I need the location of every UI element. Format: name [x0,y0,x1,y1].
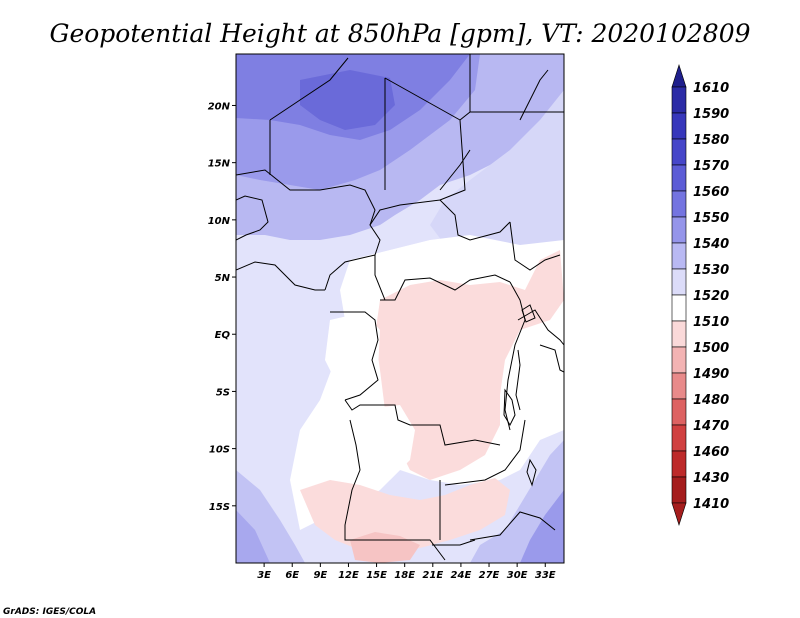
colorbar-level-label: 1560 [693,185,729,200]
contour-1520-east [430,90,564,270]
colorbar-segment [671,216,687,244]
contour-1570-patch [300,70,395,130]
colorbar-segment [671,268,687,296]
x-tick-label: 27E [479,570,500,581]
map-panel: 3E 6E 9E 12E 15E 18E 21E 24E 27E 30E 33E 20N 15N 10N… [208,53,565,581]
colorbar-segment [671,320,687,348]
x-axis: 3E 6E 9E 12E 15E 18E 21E 24E 27E 30E 33E [257,563,556,581]
colorbar-segment [671,86,687,114]
colorbar-segment [671,398,687,426]
colorbar-segment [671,476,687,504]
height-field [236,54,564,563]
colorbar-segment [671,372,687,400]
colorbar-level-label: 1580 [693,133,729,148]
contour-1500-south [300,478,510,552]
chart-title: Geopotential Height at 850hPa [gpm], VT:… [49,19,750,48]
colorbar-level-label: 1410 [693,497,729,512]
colorbar-top-cap [671,64,687,88]
y-tick-label: 5S [216,387,230,398]
x-tick-label: 33E [535,570,556,581]
contour-1540-southwest [236,510,270,563]
colorbar-level-label: 1480 [693,393,729,408]
contour-1500-congo [375,250,564,480]
y-tick-label: 10S [209,445,230,456]
colorbar-segment [671,294,687,322]
colorbar-level-label: 1430 [693,471,729,486]
x-tick-label: 6E [285,570,299,581]
contour-1510-angola [345,405,415,485]
y-tick-label: EQ [215,330,231,341]
colorbar-segment [671,190,687,218]
colorbar-level-label: 1460 [693,445,729,460]
colorbar-level-label: 1490 [693,367,729,382]
colorbar: 1610 1590 1580 1570 1560 1550 1540 1530 1520 1510… [671,64,729,526]
colorbar-segment [671,164,687,192]
colorbar-level-label: 1540 [693,237,729,252]
colorbar-segment [671,138,687,166]
y-tick-label: 5N [215,273,231,284]
y-tick-label: 15N [208,159,231,170]
y-tick-label: 15S [209,502,230,513]
map-frame [235,53,565,564]
lakes [503,304,537,487]
x-tick-label: 3E [257,570,271,581]
colorbar-segment [671,346,687,374]
colorbar-segment [671,242,687,270]
x-tick-label: 30E [507,570,528,581]
colorbar-bottom-cap [671,502,687,526]
x-tick-label: 15E [366,570,387,581]
contour-1510-west [325,312,380,395]
colorbar-level-label: 1530 [693,263,729,278]
colorbar-level-label: 1500 [693,341,729,356]
colorbar-segment [671,424,687,452]
x-tick-label: 12E [338,570,359,581]
colorbar-segment [671,450,687,478]
colorbar-level-label: 1590 [693,107,729,122]
x-tick-label: 18E [394,570,415,581]
contour-1550-southeast [520,490,564,563]
credit-label: GrADS: IGES/COLA [3,607,96,617]
colorbar-level-label: 1610 [693,81,729,96]
colorbar-level-label: 1470 [693,419,729,434]
colorbar-segment [671,112,687,140]
colorbar-level-label: 1510 [693,315,729,330]
colorbar-level-label: 1520 [693,289,729,304]
x-tick-label: 24E [451,570,472,581]
colorbar-level-label: 1550 [693,211,729,226]
x-tick-label: 21E [422,570,443,581]
colorbar-level-label: 1570 [693,159,729,174]
y-tick-label: 20N [208,101,231,112]
y-tick-label: 10N [208,216,231,227]
country-borders [236,54,564,561]
x-tick-label: 9E [313,570,327,581]
y-axis: 20N 15N 10N 5N EQ 5S 10S 15S [208,101,236,513]
